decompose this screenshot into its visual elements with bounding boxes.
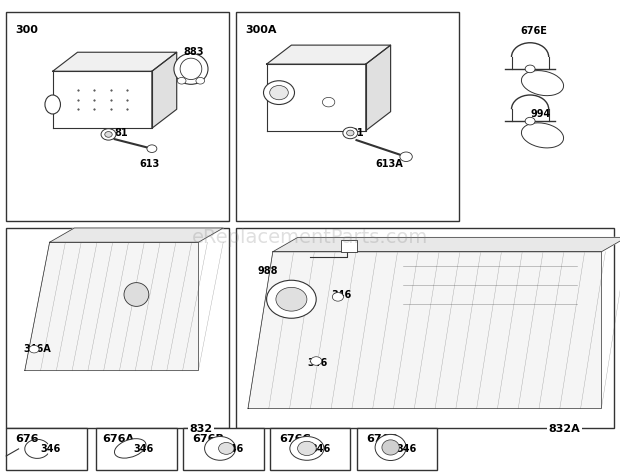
Text: 994: 994 [530,109,551,119]
Ellipse shape [298,441,316,456]
Circle shape [525,117,535,125]
Circle shape [29,345,39,353]
Polygon shape [53,52,177,71]
Text: 676D: 676D [366,434,399,444]
Text: 300A: 300A [245,25,277,35]
Text: eReplacementParts.com: eReplacementParts.com [192,228,428,247]
Text: 346: 346 [310,444,330,454]
Polygon shape [50,228,223,242]
Text: 676E: 676E [521,26,547,36]
Ellipse shape [382,440,399,455]
Text: 613A: 613A [375,159,403,169]
Bar [6,12,229,221]
Circle shape [267,280,316,318]
Ellipse shape [375,434,406,461]
Text: 346A: 346A [24,344,51,354]
Text: 832A: 832A [549,424,580,434]
Polygon shape [248,252,601,408]
Ellipse shape [218,443,234,454]
Text: 346: 346 [223,444,244,454]
Bar [183,428,264,470]
Ellipse shape [45,95,60,114]
Ellipse shape [205,437,236,460]
Text: 613: 613 [140,159,160,169]
Polygon shape [152,52,177,128]
Ellipse shape [124,283,149,306]
Text: 346: 346 [40,444,61,454]
Circle shape [400,152,412,162]
Circle shape [311,357,322,365]
Bar [270,428,350,470]
Circle shape [525,65,535,73]
Circle shape [332,293,343,301]
Circle shape [270,86,288,100]
Circle shape [177,77,186,84]
Text: 81: 81 [115,128,128,138]
Ellipse shape [174,54,208,85]
Polygon shape [273,238,620,252]
Text: 988: 988 [257,266,278,276]
Bar [6,228,229,428]
Text: 883: 883 [183,47,203,57]
Circle shape [322,97,335,107]
Bar [236,228,614,428]
Bar [341,240,356,252]
Ellipse shape [180,58,202,79]
Text: 81: 81 [350,128,364,138]
Polygon shape [267,45,391,64]
Text: 676C: 676C [279,434,311,444]
Circle shape [343,127,358,139]
Bar [236,12,459,221]
Text: 676: 676 [16,434,39,444]
Text: 346: 346 [397,444,417,454]
Polygon shape [267,64,366,131]
Text: 346: 346 [133,444,154,454]
Polygon shape [366,45,391,131]
Text: 832: 832 [189,424,212,434]
Bar [356,428,437,470]
Ellipse shape [115,439,146,458]
Circle shape [196,77,205,84]
Bar [96,428,177,470]
Bar [6,428,87,470]
Circle shape [347,130,354,136]
Circle shape [105,132,112,137]
Text: 676A: 676A [102,434,135,444]
Text: 676B: 676B [192,434,224,444]
Circle shape [101,129,116,140]
Text: 346: 346 [307,358,327,369]
Circle shape [264,81,294,104]
Polygon shape [53,71,152,128]
Polygon shape [25,242,198,370]
Ellipse shape [290,437,324,460]
Circle shape [147,145,157,152]
Text: 300: 300 [16,25,38,35]
Circle shape [276,287,307,311]
Text: 346: 346 [332,289,352,300]
